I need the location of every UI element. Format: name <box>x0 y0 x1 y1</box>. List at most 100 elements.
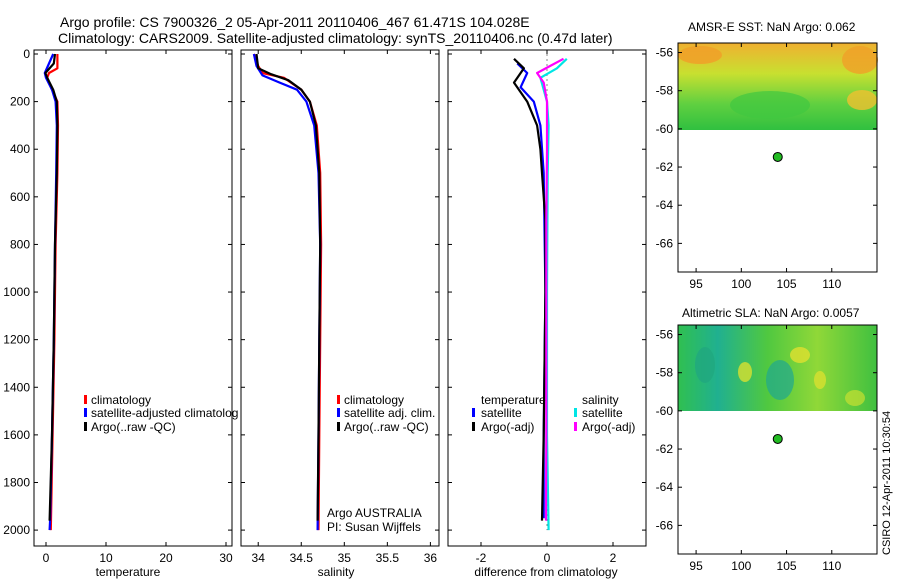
map-xtick-label: 100 <box>731 559 751 573</box>
legend-argo: Argo(..raw -QC) <box>91 420 176 434</box>
ytick-label: 1400 <box>3 380 30 394</box>
legend-swatch-sal-satellite <box>574 408 577 417</box>
map-xtick-label: 105 <box>777 277 797 291</box>
footer-credit: CSIRO 12-Apr-2011 10:30:54 <box>881 411 893 555</box>
legend-title-salinity: salinity <box>582 393 619 407</box>
map-ytick-label: -64 <box>656 480 674 494</box>
sla-patch <box>845 390 865 406</box>
legend-swatch-sal-argo <box>574 422 577 431</box>
argo-position-marker <box>772 433 783 444</box>
xtick-label: 35.5 <box>376 551 400 565</box>
ytick-label: 1600 <box>3 428 30 442</box>
sst-map-marks: -56 -58 -60 -62 -64 -66 95 100 105 110 <box>656 43 877 291</box>
map-xtick-label: 110 <box>822 277 841 291</box>
map-ytick-label: -66 <box>656 518 674 532</box>
legend-swatch-satellite <box>337 408 340 417</box>
map-ytick-label: -66 <box>656 236 674 250</box>
sst-map-frame <box>677 42 878 273</box>
series-argo <box>255 53 322 521</box>
title-line2: Climatology: CARS2009. Satellite-adjuste… <box>58 30 613 46</box>
legend-swatch-climatology <box>84 395 87 404</box>
sst-warm-patch <box>678 46 722 64</box>
xtick-label: 0 <box>43 551 50 565</box>
legend-satellite: satellite adj. clim. <box>344 406 435 420</box>
ytick-label: 400 <box>10 142 30 156</box>
ytick-label: 1800 <box>3 475 30 489</box>
legend-sal-satellite: satellite <box>582 406 623 420</box>
map-xtick-label: 110 <box>822 559 841 573</box>
salinity-axes <box>240 49 440 547</box>
difference-xlabel: difference from climatology <box>474 565 617 579</box>
series-temperature-satellite <box>516 62 547 519</box>
sla-map <box>677 324 878 555</box>
legend-swatch-argo <box>337 422 340 431</box>
sla-patch <box>738 362 752 382</box>
series-climatology <box>252 53 323 531</box>
xtick-label: -2 <box>476 551 487 565</box>
legend-climatology: climatology <box>91 393 151 407</box>
map-ytick-label: -60 <box>656 122 674 136</box>
series-argo <box>44 53 59 521</box>
sst-map <box>677 42 878 273</box>
xtick-label: 30 <box>219 551 233 565</box>
legend-swatch-argo <box>84 422 87 431</box>
legend-satellite: satellite-adjusted climatolog <box>91 406 238 420</box>
map-ytick-label: -62 <box>656 160 674 174</box>
sst-map-title: AMSR-E SST: NaN Argo: 0.062 <box>688 20 856 34</box>
sla-patch <box>695 347 715 383</box>
salinity-legend: climatology satellite adj. clim. Argo(..… <box>327 393 435 534</box>
salinity-xlabel: salinity <box>318 565 355 579</box>
ytick-label: 0 <box>23 47 30 61</box>
sst-cool-patch <box>730 91 810 119</box>
legend-swatch-temp-argo <box>472 422 475 431</box>
xtick-label: 34 <box>252 551 266 565</box>
sst-warm-patch <box>842 46 878 74</box>
map-xtick-label: 100 <box>731 277 751 291</box>
map-ytick-label: -60 <box>656 404 674 418</box>
map-ytick-label: -62 <box>656 442 674 456</box>
sla-patch <box>766 360 794 400</box>
xtick-label: 35 <box>338 551 352 565</box>
salinity-plot: 34 34.5 35 35.5 36 <box>241 50 439 565</box>
temperature-legend: climatology satellite-adjusted climatolo… <box>84 393 238 434</box>
legend-title-temperature: temperature <box>481 393 546 407</box>
legend-temp-satellite: satellite <box>481 406 522 420</box>
map-xtick-label: 95 <box>689 277 703 291</box>
map-ytick-label: -58 <box>656 84 674 98</box>
float-owner: Argo AUSTRALIA <box>327 506 422 520</box>
xtick-label: 20 <box>159 551 173 565</box>
float-pi: PI: Susan Wijffels <box>327 520 421 534</box>
map-ytick-label: -56 <box>656 328 674 342</box>
legend-swatch-satellite <box>84 408 87 417</box>
legend-swatch-temp-satellite <box>472 408 475 417</box>
xtick-label: 36 <box>424 551 438 565</box>
sla-patch <box>814 371 826 389</box>
xtick-label: 2 <box>610 551 617 565</box>
map-xtick-label: 95 <box>689 559 703 573</box>
map-ytick-label: -58 <box>656 366 674 380</box>
sla-patch <box>790 347 810 363</box>
series-salinity-argo-adj- <box>536 57 565 521</box>
map-xtick-label: 105 <box>777 559 797 573</box>
xtick-label: 34.5 <box>290 551 314 565</box>
legend-climatology: climatology <box>344 393 404 407</box>
map-ytick-label: -56 <box>656 46 674 60</box>
ytick-label: 200 <box>10 95 30 109</box>
difference-legend: temperature satellite Argo(-adj) salinit… <box>472 393 635 434</box>
temperature-axes <box>33 49 233 547</box>
ytick-label: 800 <box>10 237 30 251</box>
series-satellite <box>252 53 322 531</box>
map-ytick-label: -64 <box>656 198 674 212</box>
legend-sal-argo: Argo(-adj) <box>582 420 635 434</box>
title-line1: Argo profile: CS 7900326_2 05-Apr-2011 2… <box>60 14 530 30</box>
legend-temp-argo: Argo(-adj) <box>481 420 534 434</box>
series-temperature-argo-adj- <box>512 58 547 521</box>
argo-position-marker <box>772 151 783 162</box>
temperature-plot: 0 200 400 600 800 1000 1200 1400 1600 1800 2000 0 10… <box>3 47 233 565</box>
legend-argo: Argo(..raw -QC) <box>344 420 429 434</box>
ytick-label: 600 <box>10 190 30 204</box>
sst-warm-patch <box>847 90 877 110</box>
temperature-xlabel: temperature <box>96 565 161 579</box>
sla-map-title: Altimetric SLA: NaN Argo: 0.0057 <box>682 306 860 320</box>
